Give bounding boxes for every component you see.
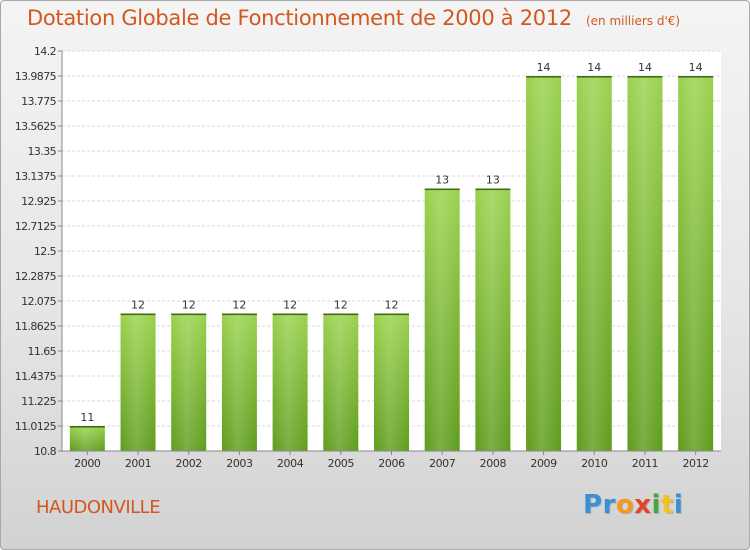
data-label: 14 [537,61,551,74]
x-tick-label: 2001 [125,457,151,470]
logo-letter: t [660,490,674,520]
y-tick-label: 11.0125 [15,420,57,433]
x-tick-label: 2004 [277,457,304,470]
y-tick-label: 12.925 [21,195,56,208]
bar-top-edge [475,188,511,191]
y-tick-label: 12.075 [21,295,56,308]
y-tick-label: 13.775 [21,95,56,108]
logo-letter: x [634,490,652,520]
proxiti-logo: Proxiti [583,490,683,520]
bar-top-edge [69,426,105,428]
logo-letter: i [651,490,661,520]
y-tick-label: 13.9875 [15,70,57,83]
bar-top-edge [171,313,207,316]
y-tick-label: 11.225 [21,395,56,408]
data-label: 12 [385,299,399,312]
data-label: 11 [80,411,94,424]
data-label: 12 [283,299,297,312]
bar-top-edge [678,76,714,78]
bar-shine [323,313,359,451]
bar-shine [272,313,308,451]
bar-shine [424,188,460,451]
y-tick-label: 11.8625 [15,320,57,333]
data-label: 12 [182,299,196,312]
chart-subtitle: (en milliers d'€) [585,14,681,28]
x-tick-label: 2008 [480,457,507,470]
data-label: 14 [689,61,703,74]
bar-top-edge [526,76,562,78]
bar-top-edge [424,188,460,191]
y-tick-label: 11.65 [28,345,57,358]
x-tick-label: 2007 [429,457,456,470]
x-tick-label: 2010 [581,457,608,470]
x-tick-label: 2005 [328,457,355,470]
commune-name: HAUDONVILLE [36,497,161,518]
logo-letter: o [615,490,635,520]
y-tick-label: 13.1375 [15,170,57,183]
x-tick-label: 2006 [378,457,405,470]
bar-shine [627,76,663,451]
bar-shine [475,188,511,451]
bar-shine [69,426,105,451]
x-tick-label: 2012 [682,457,708,470]
y-tick-label: 14.2 [34,45,56,58]
bar-top-edge [627,76,663,78]
bar-shine [120,313,156,451]
logo-letter: i [673,490,684,520]
data-label: 14 [587,61,601,74]
bar-top-edge [323,313,359,316]
x-tick-label: 2002 [176,457,202,470]
bar-shine [678,76,714,451]
y-tick-label: 10.8 [34,445,57,458]
y-tick-label: 13.35 [28,145,57,158]
data-label: 14 [638,61,652,74]
y-tick-label: 12.7125 [15,220,57,233]
y-tick-label: 13.5625 [15,120,57,133]
bar-shine [171,313,207,451]
x-tick-label: 2011 [632,457,658,470]
data-label: 13 [435,174,449,187]
data-label: 12 [334,299,348,312]
bar-top-edge [576,76,612,78]
logo-letter: r [602,490,616,520]
data-label: 12 [232,299,246,312]
bar-shine [221,313,257,451]
x-tick-label: 2003 [226,457,253,470]
bar-top-edge [221,313,257,316]
data-label: 12 [131,299,145,312]
bar-shine [374,313,409,451]
bar-top-edge [120,313,156,316]
y-tick-label: 12.5 [34,245,57,258]
y-tick-label: 11.4375 [15,370,57,383]
data-label: 13 [486,174,500,187]
y-tick-label: 12.2875 [15,270,57,283]
bar-top-edge [374,313,409,316]
chart-title: Dotation Globale de Fonctionnement de 20… [27,6,681,30]
bar-top-edge [272,313,308,316]
bar-shine [576,76,612,451]
x-tick-label: 2009 [530,457,557,470]
bar-shine [526,76,562,451]
logo-letter: P [583,490,603,520]
x-tick-label: 2000 [74,457,101,470]
